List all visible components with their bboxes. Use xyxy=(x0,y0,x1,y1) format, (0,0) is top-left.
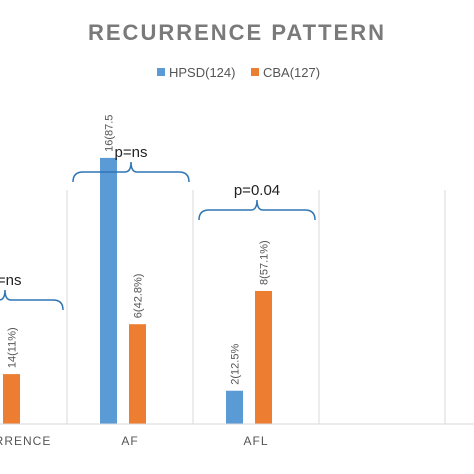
significance-bracket xyxy=(198,199,316,221)
p-value-label: p=ns xyxy=(0,272,21,289)
significance-bracket xyxy=(72,161,190,183)
data-label: 16(87.5 xyxy=(104,115,116,152)
significance-brackets: p=ns p=ns p=0.04 xyxy=(0,144,316,311)
bar xyxy=(255,290,272,424)
data-label: 6(42.8%) xyxy=(133,274,145,319)
x-axis-labels: RECURRENCE AF AFL xyxy=(0,434,268,448)
bar xyxy=(226,390,243,424)
data-label: 14(11%) xyxy=(7,327,19,368)
bar xyxy=(3,374,20,424)
bars xyxy=(3,157,272,425)
legend: HPSD(124) CBA(127) xyxy=(157,65,320,80)
legend-swatch-hpsd xyxy=(157,68,165,76)
x-tick-label: RECURRENCE xyxy=(0,434,51,448)
p-value-label: p=ns xyxy=(115,144,148,161)
chart-title: RECURRENCE PATTERN xyxy=(88,20,386,45)
significance-bracket xyxy=(0,289,64,311)
data-label: 8(57.1%) xyxy=(259,240,271,285)
bar xyxy=(129,324,146,424)
data-label: 2(12.5% xyxy=(230,344,242,385)
category-gridlines xyxy=(66,190,446,424)
p-value-label: p=0.04 xyxy=(234,182,280,199)
data-labels: 16(87.5 2(12.5% 14(11%) 6(42.8%) 8(57.1%) xyxy=(7,115,271,385)
legend-label-hpsd: HPSD(124) xyxy=(169,65,235,80)
x-tick-label: AFL xyxy=(243,434,268,448)
x-tick-label: AF xyxy=(121,434,138,448)
legend-swatch-cba xyxy=(251,68,259,76)
legend-label-cba: CBA(127) xyxy=(263,65,320,80)
bar xyxy=(100,157,117,425)
